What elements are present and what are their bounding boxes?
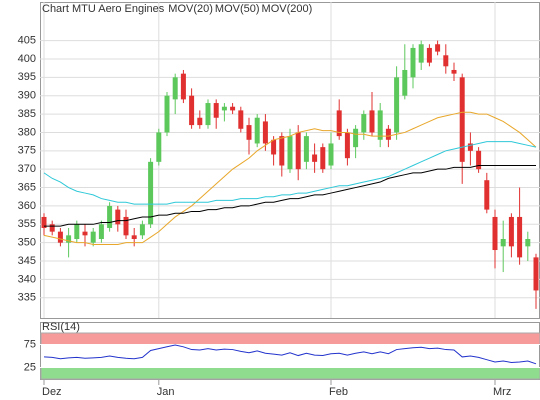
panel-title: RSI(14)	[42, 321, 80, 333]
candle-body	[279, 136, 285, 166]
legend-entry: MOV(20)	[168, 3, 213, 15]
y-tick-label: 355	[18, 218, 36, 230]
candle-body	[271, 139, 277, 155]
moving-average-line	[44, 165, 536, 227]
candle-body	[328, 143, 334, 166]
candle-body	[287, 136, 293, 170]
candle-body	[435, 44, 441, 52]
y-tick-label: 335	[18, 292, 36, 304]
x-tick-label: Jan	[157, 386, 175, 398]
candle-body	[385, 128, 391, 140]
candle-body	[254, 117, 260, 144]
candle-body	[476, 150, 482, 170]
candle-body	[508, 216, 514, 247]
legend-entry: MOV(50)	[215, 3, 260, 15]
candle-body	[492, 216, 498, 251]
candle-body	[525, 239, 531, 247]
y-tick-label: 375	[18, 145, 36, 157]
candle-body	[213, 103, 219, 118]
x-tick-label: Dez	[42, 386, 62, 398]
candle-body	[238, 110, 244, 129]
candle-body	[74, 224, 80, 239]
candle-body	[410, 47, 416, 78]
candle-body	[131, 235, 137, 239]
candle-body	[197, 117, 203, 126]
candle-body	[459, 77, 465, 162]
candle-body	[320, 147, 326, 170]
y-tick-label: 360	[18, 200, 36, 212]
candle-body	[148, 161, 154, 225]
x-tick-label: Feb	[329, 386, 348, 398]
candle-body	[139, 224, 145, 236]
candle-body	[533, 257, 539, 291]
candle-body	[189, 95, 195, 126]
candle-body	[484, 180, 490, 210]
y-tick-label: 25	[24, 361, 36, 373]
candle-body	[353, 128, 359, 148]
candle-body	[344, 132, 350, 159]
rsi-band	[40, 332, 540, 345]
y-tick-label: 370	[18, 163, 36, 175]
candle-body	[41, 216, 47, 228]
y-tick-label: 75	[24, 338, 36, 350]
candle-body	[230, 106, 236, 111]
y-tick-label: 340	[18, 273, 36, 285]
candle-body	[500, 239, 506, 247]
candle-body	[172, 77, 178, 100]
y-tick-label: 345	[18, 255, 36, 267]
candle-body	[115, 209, 121, 225]
y-tick-label: 385	[18, 108, 36, 120]
candle-body	[156, 132, 162, 162]
y-tick-label: 350	[18, 237, 36, 249]
candle-body	[336, 110, 342, 137]
candle-body	[467, 143, 473, 151]
chart-title: Chart MTU Aero Engines	[42, 3, 165, 15]
candle-body	[107, 205, 113, 228]
candle-body	[221, 106, 227, 111]
candle-body	[369, 110, 375, 133]
candle-body	[443, 55, 449, 67]
candle-body	[66, 235, 72, 243]
candle-body	[246, 125, 252, 140]
candle-body	[394, 77, 400, 133]
candle-body	[82, 231, 88, 236]
candle-body	[303, 136, 309, 162]
candle-body	[451, 69, 457, 74]
candle-body	[205, 103, 211, 126]
candle-body	[517, 216, 523, 258]
candle-body	[377, 110, 383, 140]
candle-body	[426, 47, 432, 63]
candle-body	[90, 231, 96, 243]
y-tick-label: 365	[18, 181, 36, 193]
y-tick-label: 380	[18, 126, 36, 138]
moving-average-line	[43, 111, 537, 246]
rsi-line	[43, 344, 537, 365]
y-tick-label: 400	[18, 53, 36, 65]
candle-body	[361, 114, 367, 133]
legend-entry: MOV(200)	[262, 3, 313, 15]
candle-body	[98, 224, 104, 239]
candle-body	[164, 95, 170, 133]
candle-body	[57, 231, 63, 243]
y-tick-label: 395	[18, 71, 36, 83]
moving-average-line	[43, 141, 537, 205]
candle-body	[123, 216, 129, 236]
candle-body	[49, 224, 55, 232]
candle-body	[312, 154, 318, 162]
rsi-band	[40, 367, 540, 380]
candle-body	[402, 69, 408, 96]
y-tick-label: 405	[18, 34, 36, 46]
x-tick-label: Mrz	[493, 386, 511, 398]
candle-body	[262, 121, 268, 144]
candle-body	[180, 73, 186, 100]
y-tick-label: 390	[18, 90, 36, 102]
candle-body	[418, 44, 424, 63]
candle-body	[295, 132, 301, 170]
